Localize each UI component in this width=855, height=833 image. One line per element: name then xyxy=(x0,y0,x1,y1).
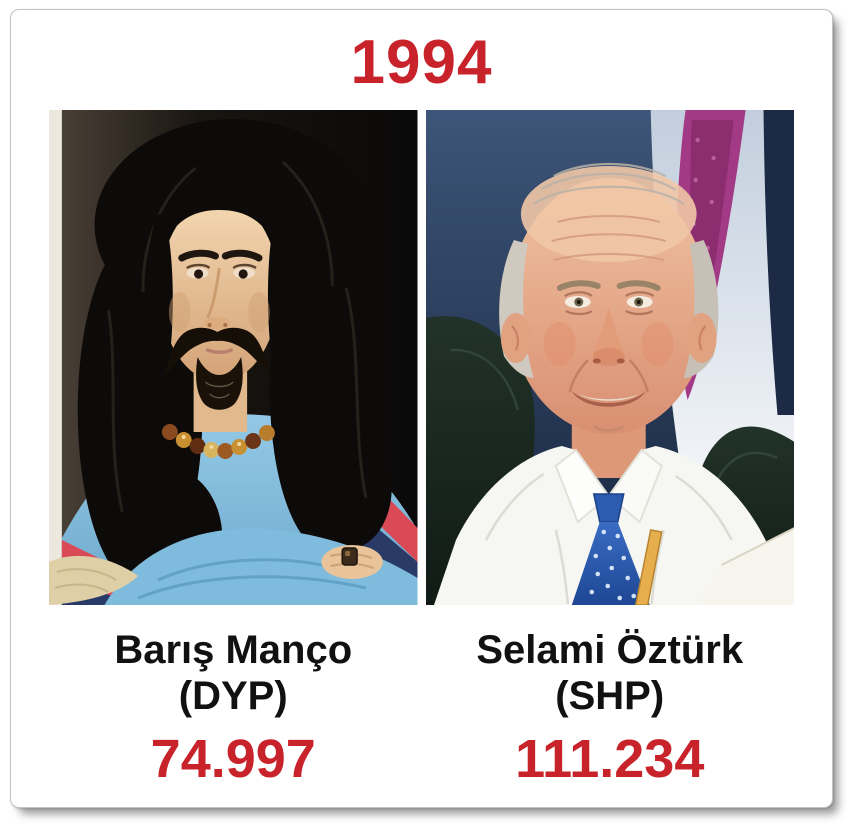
candidate-caption: Selami Öztürk (SHP) xyxy=(476,627,743,720)
candidate-column-right: Selami Öztürk (SHP) 111.234 xyxy=(425,110,794,789)
photos-row: Barış Manço (DYP) 74.997 xyxy=(11,110,832,786)
baris-manco-portrait-photo xyxy=(49,110,418,606)
candidate-votes: 74.997 xyxy=(150,728,316,789)
infographic-card: 1994 xyxy=(10,9,833,808)
candidate-name: Barış Manço xyxy=(114,628,353,673)
candidate-name: Selami Öztürk xyxy=(476,628,744,673)
candidate-party: (DYP) xyxy=(178,674,288,719)
candidate-caption: Barış Manço (DYP) xyxy=(114,627,352,720)
candidate-column-left: Barış Manço (DYP) 74.997 xyxy=(49,110,418,786)
selami-ozturk-portrait-photo xyxy=(425,110,794,606)
candidate-votes: 111.234 xyxy=(515,728,705,789)
year-title: 1994 xyxy=(350,28,493,97)
candidate-party: (SHP) xyxy=(555,674,665,719)
